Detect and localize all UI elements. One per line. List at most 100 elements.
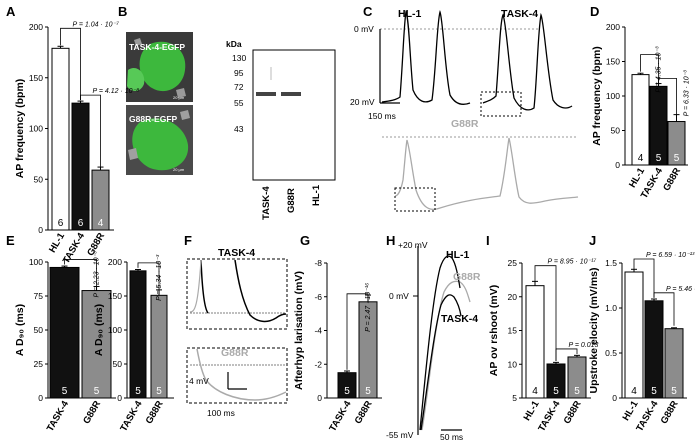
- task4-zoom-panel: [186, 258, 288, 330]
- kda-tick: 95: [234, 68, 244, 78]
- micrograph-task4-label: TASK-4-EGFP: [129, 42, 185, 52]
- p-value-label: P = 1.04 · 10⁻⁷: [73, 21, 120, 28]
- task4-zoom-label: TASK-4: [218, 247, 255, 259]
- y-tick-label: 20: [508, 292, 518, 302]
- category-label: TASK-4: [327, 398, 354, 433]
- y-tick-label: 150: [29, 73, 43, 83]
- significance-bracket: [555, 348, 578, 361]
- bar: [81, 290, 112, 399]
- gfp-blob: [139, 41, 186, 92]
- task4-zoom-box: [480, 91, 522, 117]
- micrograph-g88r-scale: 20 µm: [173, 167, 185, 172]
- bar: [49, 266, 80, 399]
- task4-zoom-trace-grey: [189, 259, 202, 313]
- bar: [525, 285, 545, 399]
- n-label: 5: [671, 386, 677, 397]
- n-label: 5: [156, 386, 162, 397]
- task4-trace: [482, 12, 573, 111]
- p-value-label: P = 4.35 · 10⁻³: [656, 46, 663, 93]
- y-tick-label: 100: [29, 124, 43, 134]
- micrograph-g88r-label: G88R-EGFP: [129, 114, 178, 124]
- y-tick-label: 10: [508, 359, 518, 369]
- panel-letter-h: H: [386, 233, 395, 248]
- n-label: 5: [135, 386, 141, 397]
- panel-h-traces: +20 mV 0 mV -55 mV 50 ms HL-1 G88R TASK-…: [386, 240, 481, 442]
- n-label: 4: [631, 386, 637, 397]
- y-tick-label: 15: [508, 326, 518, 336]
- p-value-label: P = 2.47 · 10⁻¹⁶: [365, 283, 372, 332]
- significance-bracket: [534, 265, 557, 361]
- panel-letter-f: F: [184, 233, 192, 248]
- f-time-scale-label: 100 ms: [207, 408, 235, 418]
- y-tick-label: 0.5: [605, 348, 617, 358]
- category-label: G88R: [659, 399, 681, 426]
- y-tick-label: 75: [34, 291, 44, 301]
- panel-f-traces: TASK-4 G88R 4 mV 100 ms: [186, 247, 288, 418]
- y-tick-label: 0: [38, 393, 43, 403]
- significance-bracket: [658, 77, 677, 119]
- hl1-trace-label: HL-1: [398, 8, 421, 20]
- y-tick-label: 1.5: [605, 258, 617, 268]
- g88r-zoom-panel: [186, 347, 288, 404]
- panel-letter-b: B: [118, 4, 127, 19]
- kda-tick: 43: [234, 124, 244, 134]
- g88r-trace: [394, 137, 579, 211]
- p-value-label: P = 4.12 · 10⁻⁸: [93, 88, 140, 95]
- y-tick-label: 50: [611, 126, 621, 136]
- kda-label: kDa: [226, 39, 242, 49]
- y-axis-label: AP frequency (bpm): [591, 46, 603, 146]
- bar: [51, 47, 70, 231]
- significance-bracket: [633, 258, 655, 298]
- n-label: 5: [674, 153, 680, 164]
- n-label: 5: [344, 386, 350, 397]
- y-tick-label: 150: [108, 291, 122, 301]
- y-tick-label: 0: [117, 393, 122, 403]
- micrograph-task4-scale: 20 µm: [173, 95, 185, 100]
- g88r-trace-label: G88R: [451, 118, 479, 130]
- n-label: 5: [62, 386, 68, 397]
- task4-zoom-trace: [200, 259, 287, 323]
- y-axis-label: AP frequency (bpm): [14, 79, 26, 179]
- g88r-zoom-label: G88R: [221, 347, 249, 359]
- y-tick-label: 0: [317, 393, 322, 403]
- h-hl1-trace: [419, 255, 461, 431]
- bar-chart-j: 0 0.5 1.0 1.5 Upstroke elocity (mV/ms) 4HL-1 5…: [588, 252, 695, 434]
- kda-tick: 55: [234, 98, 244, 108]
- category-label: TASK-4: [118, 398, 145, 433]
- voltage-scale-label: 20 mV: [350, 97, 375, 107]
- panel-letter-a: A: [6, 4, 16, 19]
- f-voltage-scale-label: 4 mV: [189, 376, 209, 386]
- h-g88r-trace: [421, 280, 471, 431]
- significance-bracket: [640, 54, 659, 84]
- n-label: 6: [58, 218, 64, 229]
- y-axis-label: A D₉₀ (ms): [14, 304, 26, 356]
- panel-letters: A B C D E F G H I J: [6, 4, 599, 248]
- y-axis-label: AP ov rshoot (mV): [488, 285, 500, 376]
- bar: [150, 294, 168, 399]
- y-tick-label: 50: [34, 174, 44, 184]
- bar: [644, 300, 664, 399]
- panel-b-western-blot: kDa 130 95 72 55 43 TASK-4 G88R HL-1: [226, 39, 336, 220]
- g88r-zoom-trace: [196, 348, 287, 401]
- bar: [624, 271, 644, 399]
- significance-bracket: [137, 262, 160, 293]
- y-axis-label: Afterhyp larisation (mV): [293, 271, 305, 390]
- blot-lane-label: G88R: [286, 188, 297, 213]
- y-tick-label: 200: [29, 22, 43, 32]
- hl1-trace: [381, 9, 471, 105]
- blot-band: [281, 92, 301, 96]
- y-tick-label: 100: [29, 257, 43, 267]
- h-top-label: +20 mV: [398, 240, 428, 250]
- category-label: G88R: [81, 399, 103, 426]
- y-tick-label: 200: [108, 257, 122, 267]
- gfp-blob: [127, 67, 145, 91]
- category-label: HL-1: [47, 230, 67, 254]
- p-value-label: P = 6.33 · 10⁻³: [684, 70, 691, 117]
- y-axis-label: A D₉₀ (ms): [93, 304, 105, 356]
